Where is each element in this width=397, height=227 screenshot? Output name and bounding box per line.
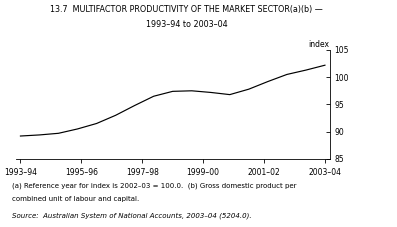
Text: index: index (308, 40, 330, 49)
Text: Source:  Australian System of National Accounts, 2003–04 (5204.0).: Source: Australian System of National Ac… (12, 212, 252, 219)
Text: 13.7  MULTIFACTOR PRODUCTIVITY OF THE MARKET SECTOR(a)(b) —: 13.7 MULTIFACTOR PRODUCTIVITY OF THE MAR… (50, 5, 323, 14)
Text: (a) Reference year for index is 2002–03 = 100.0.  (b) Gross domestic product per: (a) Reference year for index is 2002–03 … (12, 183, 297, 189)
Text: combined unit of labour and capital.: combined unit of labour and capital. (12, 196, 139, 202)
Text: 1993–94 to 2003–04: 1993–94 to 2003–04 (146, 20, 227, 30)
